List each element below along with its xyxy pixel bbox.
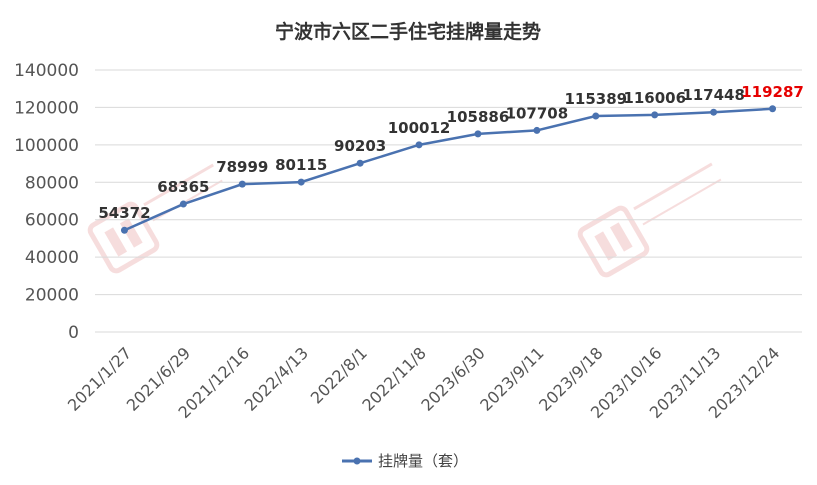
chart-title: 宁波市六区二手住宅挂牌量走势 xyxy=(275,20,541,43)
series-polyline xyxy=(123,107,773,232)
data-label: 90203 xyxy=(334,137,386,155)
data-point xyxy=(474,130,482,138)
data-point xyxy=(238,180,246,188)
y-tick-label: 40000 xyxy=(25,248,79,268)
data-point xyxy=(297,178,305,186)
legend-label: 挂牌量（套） xyxy=(378,452,468,470)
data-label: 117448 xyxy=(682,86,745,104)
y-axis: 0 20000 40000 60000 80000 100000 120000 140000 xyxy=(14,61,79,343)
watermark-logo-right xyxy=(577,162,722,278)
data-label: 105886 xyxy=(447,108,510,126)
legend: 挂牌量（套） xyxy=(342,452,468,470)
y-tick-label: 120000 xyxy=(14,98,79,118)
data-point xyxy=(533,126,541,134)
grid-lines xyxy=(95,69,802,333)
data-label: 115389 xyxy=(564,90,627,108)
data-point xyxy=(120,226,128,234)
data-label: 107708 xyxy=(506,104,569,122)
data-point xyxy=(592,112,600,120)
data-point xyxy=(710,108,718,116)
data-label: 68365 xyxy=(157,178,209,196)
data-point xyxy=(356,159,364,167)
data-label: 119287 xyxy=(741,83,804,101)
y-tick-label: 140000 xyxy=(14,61,79,81)
data-point xyxy=(769,105,777,113)
y-tick-label: 100000 xyxy=(14,136,79,156)
data-point xyxy=(651,111,659,119)
data-labels: 54372 68365 78999 80115 90203100012105886107… xyxy=(98,83,803,222)
y-tick-label: 20000 xyxy=(25,286,79,306)
y-tick-label: 0 xyxy=(68,323,79,343)
x-axis: 2021/1/272021/6/292021/12/162022/4/13202… xyxy=(64,343,784,422)
y-tick-label: 80000 xyxy=(25,173,79,193)
data-label: 116006 xyxy=(623,89,686,107)
data-point xyxy=(179,200,187,208)
data-label: 78999 xyxy=(216,158,268,176)
x-tick-label: 2022/4/13 xyxy=(241,343,312,414)
data-label: 100012 xyxy=(388,119,451,137)
series-line xyxy=(120,105,777,234)
data-label: 54372 xyxy=(98,204,150,222)
legend-point-marker xyxy=(353,457,361,465)
y-tick-label: 60000 xyxy=(25,211,79,231)
data-point xyxy=(415,141,423,149)
data-label: 80115 xyxy=(275,156,327,174)
watermark-logo-left xyxy=(87,163,223,274)
